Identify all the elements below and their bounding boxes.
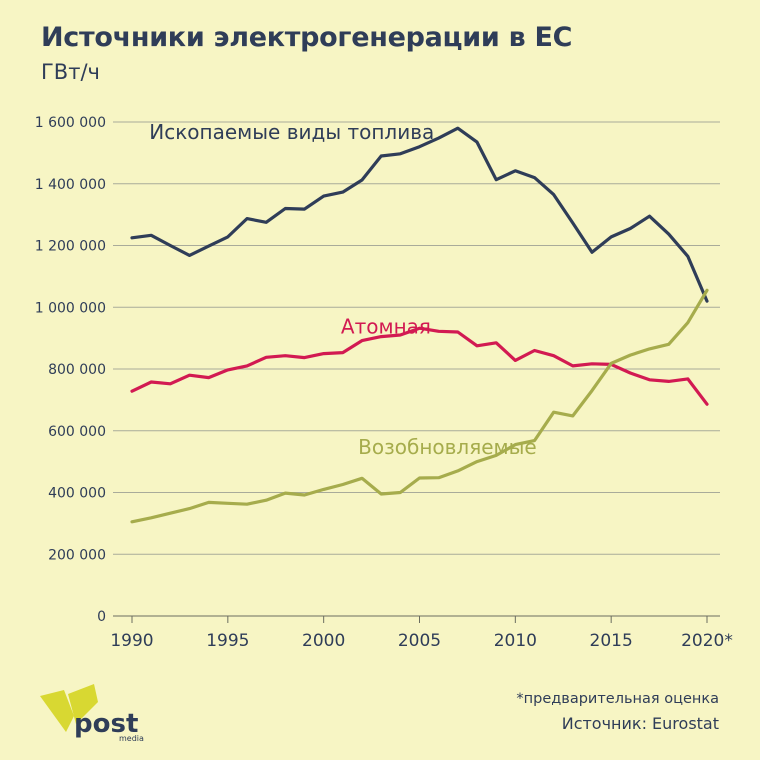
chart-title: Источники электрогенерации в ЕС [41,22,573,53]
y-tick-label: 1 600 000 [35,115,106,131]
x-tick-label: 1990 [110,631,153,651]
y-tick-label: 400 000 [48,486,106,502]
y-tick-label: 1 000 000 [35,300,106,316]
x-axis: 1990 1995 2000 2005 2010 2015 2020* [110,616,733,651]
postmedia-logo: post media [40,684,144,742]
unit-label: ГВт/ч [41,60,100,84]
logo-mark-icon [40,690,74,732]
grid-lines [113,121,720,617]
source-note: Источник: Eurostat [561,714,719,733]
x-tick-label: 2010 [494,631,537,651]
series-line [130,326,709,406]
footnote: *предварительная оценка [516,691,719,707]
logo-sub: media [119,734,144,742]
series-line [130,126,709,303]
y-tick-label: 800 000 [48,362,106,378]
logo-word: post [74,709,138,739]
x-tick-label: 2015 [590,631,633,651]
x-tick-label: 2005 [398,631,441,651]
y-tick-label: 1 200 000 [35,239,106,255]
y-tick-label: 600 000 [48,424,106,440]
series-line [130,288,709,524]
y-tick-label: 1 400 000 [35,177,106,193]
logo-mark-icon-right [68,684,98,724]
series-label: Ископаемые виды топлива [149,120,434,144]
series-labels: Ископаемые виды топлива Атомная Возобновля… [149,120,536,459]
y-tick-label: 0 [97,609,106,625]
series-lines [130,126,709,524]
x-tick-label: 2000 [302,631,345,651]
series-label: Атомная [341,314,431,338]
series-label: Возобновляемые [358,435,537,459]
y-tick-label: 200 000 [48,547,106,563]
y-axis: 0 200 000 400 000 600 000 800 000 1 000 000 1 … [35,115,106,625]
x-tick-label: 1995 [206,631,249,651]
x-tick-label: 2020* [681,631,733,651]
